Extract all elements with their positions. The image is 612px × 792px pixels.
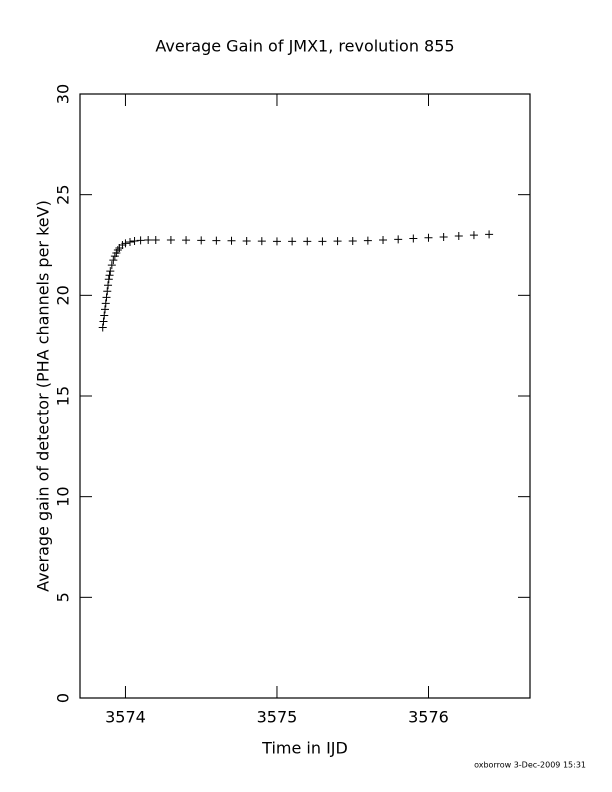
data-point <box>227 236 236 245</box>
y-tick-label: 20 <box>54 285 73 305</box>
y-tick-label: 30 <box>54 84 73 104</box>
data-point <box>348 236 357 245</box>
data-point <box>454 231 463 240</box>
x-axis-label: Time in IJD <box>261 739 348 758</box>
data-point <box>136 236 145 245</box>
data-point <box>109 256 118 265</box>
x-tick-label: 3574 <box>105 708 146 727</box>
data-point <box>182 236 191 245</box>
data-point <box>379 235 388 244</box>
data-point <box>106 267 115 276</box>
data-point <box>272 237 281 246</box>
data-point <box>257 237 266 246</box>
data-point <box>121 239 130 248</box>
footer: oxborrow 3-Dec-2009 15:31 <box>474 761 586 770</box>
x-tick-label: 3576 <box>408 708 449 727</box>
data-point <box>303 237 312 246</box>
data-point <box>197 236 206 245</box>
data-point <box>318 237 327 246</box>
data-point <box>107 261 116 270</box>
data-point <box>394 235 403 244</box>
y-tick-label: 15 <box>54 386 73 406</box>
data-point <box>439 232 448 241</box>
data-point <box>469 231 478 240</box>
data-point <box>104 281 113 290</box>
data-point <box>242 236 251 245</box>
x-tick-label: 3575 <box>257 708 298 727</box>
data-point <box>409 234 418 243</box>
data-point <box>104 275 113 284</box>
data-point <box>333 237 342 246</box>
data-point <box>113 246 122 255</box>
y-tick-label: 25 <box>54 184 73 204</box>
data-point <box>126 237 134 246</box>
data-point <box>99 317 108 326</box>
data-point <box>485 230 494 239</box>
data-point <box>130 236 139 245</box>
data-point <box>144 235 153 244</box>
data-point <box>102 293 111 302</box>
data-point <box>288 237 297 246</box>
y-tick-label: 0 <box>54 693 73 703</box>
data-point <box>212 236 221 245</box>
data-point <box>98 323 107 332</box>
data-point <box>363 236 372 245</box>
data-point <box>101 305 109 314</box>
y-tick-label: 5 <box>54 592 73 602</box>
data-point <box>103 287 112 296</box>
chart-title: Average Gain of JMX1, revolution 855 <box>155 37 454 56</box>
data-point <box>166 235 175 244</box>
data-point <box>151 235 160 244</box>
y-axis-label: Average gain of detector (PHA channels p… <box>34 200 53 592</box>
data-point <box>105 271 114 280</box>
data-point <box>424 233 433 242</box>
data-point <box>100 311 109 320</box>
data-point <box>101 299 110 308</box>
y-tick-label: 10 <box>54 486 73 506</box>
